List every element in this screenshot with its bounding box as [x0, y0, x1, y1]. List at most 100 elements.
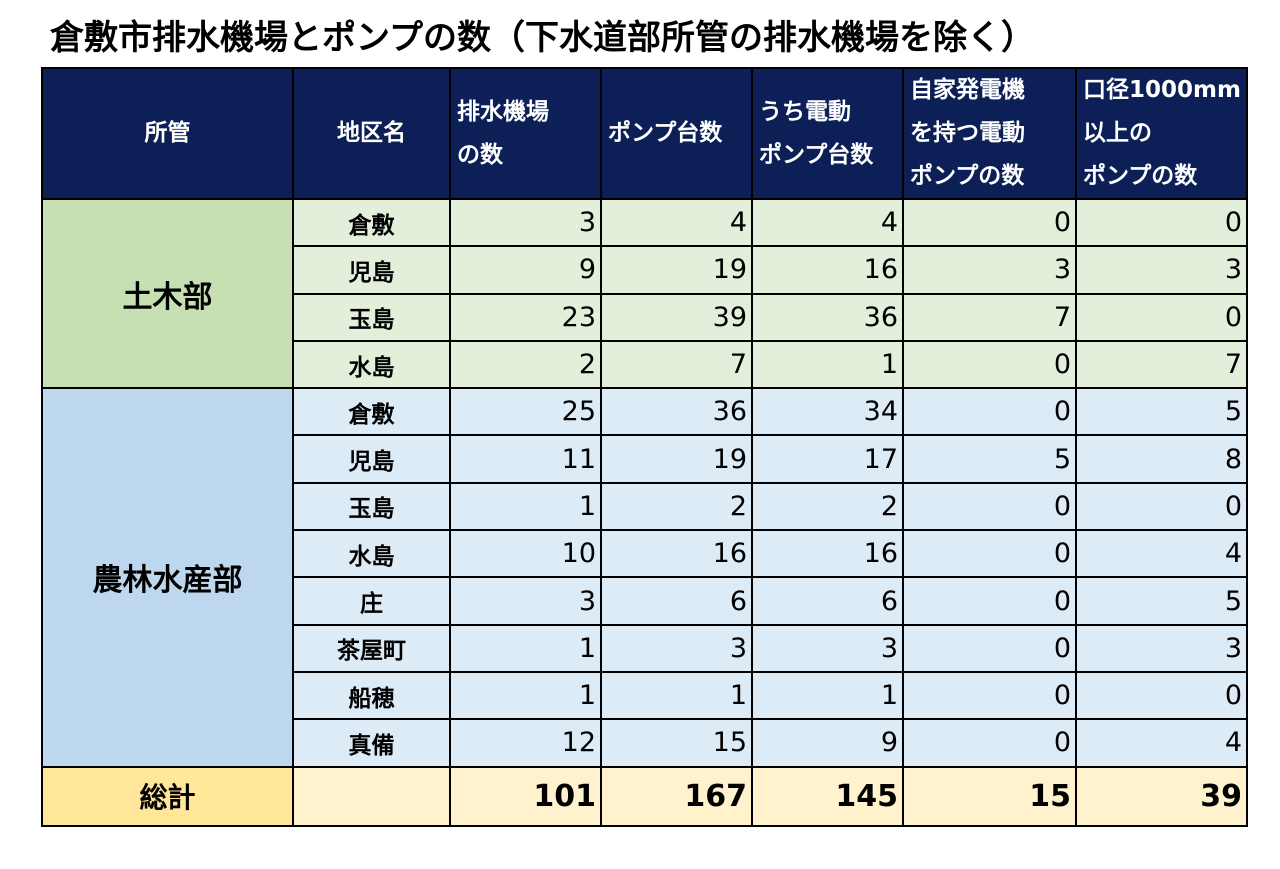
stations-cell: 9 — [449, 245, 602, 295]
large-cell: 0 — [1075, 481, 1248, 532]
pumps-cell: 6 — [600, 576, 753, 626]
pumps-cell: 19 — [600, 245, 753, 295]
total-row: 総計 101 167 145 15 39 — [41, 765, 1248, 827]
large-cell: 3 — [1075, 623, 1248, 673]
pumps-cell: 19 — [600, 434, 753, 484]
electric-cell: 1 — [751, 339, 904, 390]
total-electric: 145 — [751, 765, 904, 827]
table-row: 土木部 倉敷 3 4 4 0 0 — [41, 197, 1248, 390]
pumps-cell: 36 — [600, 387, 753, 437]
district-cell: 庄 — [292, 576, 451, 626]
stations-cell: 1 — [449, 623, 602, 673]
district-cell: 茶屋町 — [292, 623, 451, 673]
electric-cell: 4 — [751, 197, 904, 248]
table-row: 玉島 1 2 2 0 0 — [42, 481, 1248, 532]
table-row: 玉島 23 39 36 7 0 — [42, 292, 1248, 342]
header-pumps: ポンプ台数 — [600, 67, 753, 200]
generator-cell: 0 — [902, 387, 1077, 437]
district-cell: 船穂 — [292, 670, 451, 721]
generator-cell: 0 — [902, 718, 1077, 768]
large-cell: 8 — [1075, 434, 1248, 484]
dept-cell: 農林水産部 — [41, 387, 294, 768]
electric-cell: 16 — [751, 245, 904, 295]
generator-cell: 0 — [902, 670, 1077, 721]
pumps-cell: 2 — [600, 481, 753, 532]
generator-cell: 0 — [902, 576, 1077, 626]
stations-cell: 25 — [449, 387, 602, 437]
dept-cell: 土木部 — [41, 197, 294, 390]
electric-cell: 17 — [751, 434, 904, 484]
pumps-cell: 3 — [600, 623, 753, 673]
stations-cell: 10 — [449, 529, 602, 579]
header-row: 所管 地区名 排水機場 の数 ポンプ台数 うち電動 ポンプ台数 自家発電機 を持… — [41, 67, 1248, 200]
header-dept: 所管 — [41, 67, 294, 200]
stations-cell: 1 — [449, 481, 602, 532]
district-cell: 児島 — [292, 245, 451, 295]
pumps-cell: 1 — [600, 670, 753, 721]
header-stations: 排水機場 の数 — [449, 67, 602, 200]
table-row: 船穂 1 1 1 0 0 — [42, 670, 1248, 721]
large-cell: 5 — [1075, 387, 1248, 437]
district-cell: 玉島 — [292, 481, 451, 532]
electric-cell: 16 — [751, 529, 904, 579]
table-row: 水島 2 7 1 0 7 — [42, 339, 1248, 390]
pumps-cell: 39 — [600, 292, 753, 342]
large-cell: 4 — [1075, 718, 1248, 768]
table-row: 真備 12 15 9 0 4 — [42, 718, 1248, 768]
electric-cell: 1 — [751, 670, 904, 721]
stations-cell: 11 — [449, 434, 602, 484]
large-cell: 7 — [1075, 339, 1248, 390]
district-cell: 倉敷 — [292, 197, 451, 248]
district-cell: 水島 — [292, 339, 451, 390]
generator-cell: 5 — [902, 434, 1077, 484]
large-cell: 4 — [1075, 529, 1248, 579]
generator-cell: 0 — [902, 529, 1077, 579]
header-large: 口径1000mm 以上の ポンプの数 — [1075, 67, 1248, 200]
pumps-cell: 4 — [600, 197, 753, 248]
large-cell: 0 — [1075, 292, 1248, 342]
total-label: 総計 — [41, 765, 294, 827]
header-generator: 自家発電機 を持つ電動 ポンプの数 — [902, 67, 1077, 200]
header-electric: うち電動 ポンプ台数 — [751, 67, 904, 200]
district-cell: 倉敷 — [292, 387, 451, 437]
electric-cell: 36 — [751, 292, 904, 342]
total-generator: 15 — [902, 765, 1077, 827]
table-row: 水島 10 16 16 0 4 — [42, 529, 1248, 579]
stations-cell: 12 — [449, 718, 602, 768]
large-cell: 0 — [1075, 670, 1248, 721]
total-stations: 101 — [449, 765, 602, 827]
electric-cell: 6 — [751, 576, 904, 626]
stations-cell: 3 — [449, 197, 602, 248]
stations-cell: 2 — [449, 339, 602, 390]
total-district-blank — [292, 765, 451, 827]
large-cell: 0 — [1075, 197, 1248, 248]
large-cell: 3 — [1075, 245, 1248, 295]
pumps-cell: 7 — [600, 339, 753, 390]
total-pumps: 167 — [600, 765, 753, 827]
pump-station-table: 所管 地区名 排水機場 の数 ポンプ台数 うち電動 ポンプ台数 自家発電機 を持… — [41, 67, 1248, 827]
district-cell: 真備 — [292, 718, 451, 768]
stations-cell: 3 — [449, 576, 602, 626]
table-row: 庄 3 6 6 0 5 — [42, 576, 1248, 626]
pumps-cell: 15 — [600, 718, 753, 768]
table-row: 児島 11 19 17 5 8 — [42, 434, 1248, 484]
electric-cell: 9 — [751, 718, 904, 768]
large-cell: 5 — [1075, 576, 1248, 626]
total-large: 39 — [1075, 765, 1248, 827]
district-cell: 児島 — [292, 434, 451, 484]
generator-cell: 3 — [902, 245, 1077, 295]
page-title: 倉敷市排水機場とポンプの数（下水道部所管の排水機場を除く） — [50, 18, 1035, 58]
header-district: 地区名 — [292, 67, 451, 200]
generator-cell: 0 — [902, 623, 1077, 673]
district-cell: 玉島 — [292, 292, 451, 342]
generator-cell: 0 — [902, 481, 1077, 532]
table-row: 茶屋町 1 3 3 0 3 — [42, 623, 1248, 673]
generator-cell: 7 — [902, 292, 1077, 342]
table-row: 農林水産部 倉敷 25 36 34 0 5 — [41, 387, 1248, 768]
generator-cell: 0 — [902, 339, 1077, 390]
stations-cell: 1 — [449, 670, 602, 721]
generator-cell: 0 — [902, 197, 1077, 248]
table-row: 児島 9 19 16 3 3 — [42, 245, 1248, 295]
electric-cell: 3 — [751, 623, 904, 673]
stations-cell: 23 — [449, 292, 602, 342]
